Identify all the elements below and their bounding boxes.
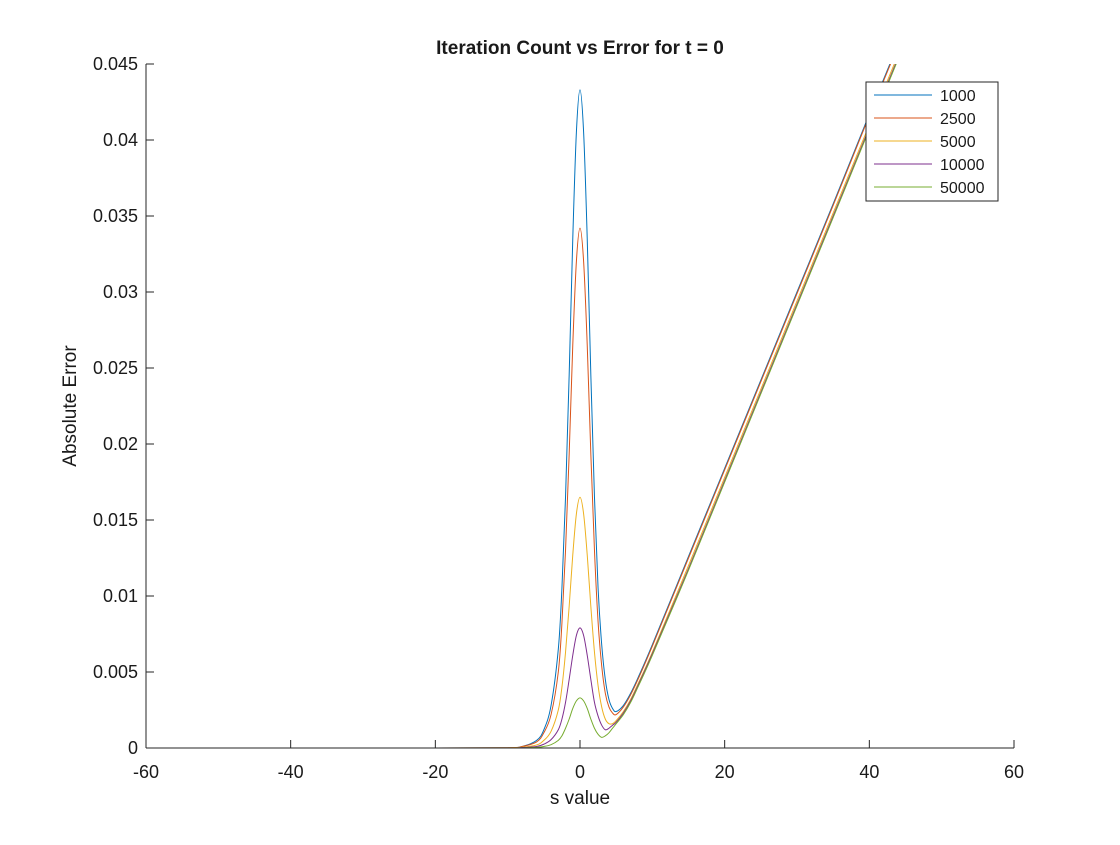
legend-label: 5000 xyxy=(940,134,976,151)
legend-label: 50000 xyxy=(940,180,985,197)
series-line-10000 xyxy=(218,64,897,748)
x-tick-label: -60 xyxy=(133,762,159,782)
x-tick-label: 60 xyxy=(1004,762,1024,782)
x-axis-label: s value xyxy=(550,788,610,809)
y-tick-label: 0 xyxy=(128,738,138,758)
legend-label: 2500 xyxy=(940,111,976,128)
x-tick-label: -20 xyxy=(422,762,448,782)
y-tick-label: 0.04 xyxy=(103,130,138,150)
y-tick-label: 0.035 xyxy=(93,206,138,226)
chart-title: Iteration Count vs Error for t = 0 xyxy=(436,38,724,59)
x-tick-label: 20 xyxy=(715,762,735,782)
legend-label: 10000 xyxy=(940,157,985,174)
legend: 1000 2500 5000 10000 50000 xyxy=(865,81,999,202)
y-tick-label: 0.025 xyxy=(93,358,138,378)
y-tick-label: 0.02 xyxy=(103,434,138,454)
x-tick-label: 0 xyxy=(575,762,585,782)
x-ticks: -60 -40 -20 0 20 40 60 xyxy=(133,740,1024,782)
y-ticks: 0 0.005 0.01 0.015 0.02 0.025 0.03 0.035 0.04 0.0… xyxy=(93,54,154,758)
x-tick-label: 40 xyxy=(859,762,879,782)
y-tick-label: 0.01 xyxy=(103,586,138,606)
y-tick-label: 0.045 xyxy=(93,54,138,74)
series-layer xyxy=(218,64,897,748)
x-tick-label: -40 xyxy=(278,762,304,782)
y-axis-label: Absolute Error xyxy=(60,345,81,467)
y-tick-label: 0.015 xyxy=(93,510,138,530)
series-line-50000 xyxy=(218,64,897,748)
y-tick-label: 0.005 xyxy=(93,662,138,682)
series-line-1000 xyxy=(218,64,891,748)
series-line-5000 xyxy=(218,64,895,748)
series-line-2500 xyxy=(218,64,892,748)
legend-label: 1000 xyxy=(940,88,976,105)
y-tick-label: 0.03 xyxy=(103,282,138,302)
